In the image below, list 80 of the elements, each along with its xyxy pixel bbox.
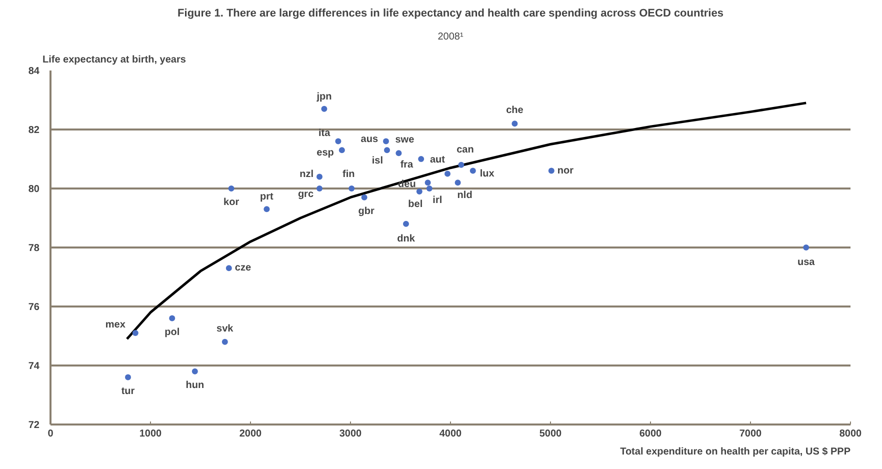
point <box>548 168 554 174</box>
x-tick-label: 6000 <box>639 428 662 440</box>
point <box>316 174 322 180</box>
point <box>192 368 198 374</box>
point <box>338 147 345 154</box>
point <box>125 374 131 380</box>
annotation: svk <box>216 323 234 334</box>
annotation: isl <box>372 156 384 167</box>
y-axis-title: Life expectancy at birth, years <box>42 54 186 66</box>
annotation: hun <box>186 380 204 391</box>
y-tick-label: 80 <box>28 184 40 195</box>
annotation: mex <box>105 320 126 331</box>
point <box>444 170 450 177</box>
point <box>361 194 368 200</box>
annotation: fra <box>400 160 414 170</box>
point <box>396 150 402 156</box>
y-tick-label: 82 <box>28 125 40 136</box>
y-tick-label: 84 <box>28 66 40 77</box>
point <box>264 206 270 212</box>
annotation: cze <box>234 262 252 274</box>
point <box>384 147 390 154</box>
annotation: dnk <box>397 233 416 244</box>
point <box>226 265 232 272</box>
point <box>470 168 476 174</box>
x-tick-label: 5000 <box>539 428 562 440</box>
point <box>418 156 424 162</box>
x-axis-title: Total expenditure on health per capita, US $ PPP <box>620 446 851 458</box>
y-tick-label: 78 <box>28 243 40 254</box>
point <box>348 186 355 192</box>
y-tick-label: 72 <box>28 420 40 431</box>
x-tick-label: 3000 <box>339 428 362 440</box>
point <box>321 106 328 112</box>
annotation: bel <box>408 198 423 210</box>
x-tick-label: 0 <box>48 428 54 440</box>
annotation: usa <box>797 257 816 268</box>
point <box>222 338 228 345</box>
point <box>454 180 461 186</box>
annotation: jpn <box>316 91 332 102</box>
annotation: aut <box>430 154 446 166</box>
point <box>335 138 342 144</box>
point <box>132 330 138 336</box>
annotation: gbr <box>358 206 374 217</box>
annotation: nzl <box>300 169 314 180</box>
point <box>169 315 176 322</box>
x-tick-label: 8000 <box>839 428 862 440</box>
annotation: esp <box>316 148 334 159</box>
point <box>512 120 518 127</box>
annotation: lux <box>480 168 495 180</box>
chart-subtitle: 2008¹ <box>438 32 464 42</box>
x-tick-label: 2000 <box>239 428 262 440</box>
annotation: nld <box>457 190 472 202</box>
annotation: nor <box>557 165 574 176</box>
point <box>416 188 422 194</box>
x-tick-label: 1000 <box>139 428 162 440</box>
annotation: deu <box>398 179 416 190</box>
point <box>458 162 464 168</box>
annotation: aus <box>360 134 378 145</box>
annotation: prt <box>260 192 274 203</box>
y-tick-label: 76 <box>28 302 40 313</box>
y-tick-label: 74 <box>28 361 40 372</box>
point <box>316 186 322 192</box>
annotation: ita <box>318 128 331 139</box>
x-tick-label: 7000 <box>739 428 762 440</box>
point <box>803 244 810 250</box>
annotation: fin <box>342 169 355 180</box>
annotation: pol <box>164 326 180 338</box>
annotation: tur <box>121 386 135 397</box>
point <box>424 180 431 186</box>
annotation: grc <box>298 189 314 200</box>
annotation: kor <box>224 197 240 208</box>
annotation: irl <box>432 195 442 206</box>
point <box>426 186 432 192</box>
annotation: can <box>456 144 474 156</box>
point <box>228 186 234 192</box>
chart-title: Figure 1. There are large differences in life expectancy and health care spending across OECD countries <box>178 8 724 20</box>
annotation: swe <box>395 134 415 146</box>
annotation: che <box>506 105 524 116</box>
point <box>403 220 409 227</box>
point <box>383 138 389 144</box>
x-tick-label: 4000 <box>439 428 462 440</box>
